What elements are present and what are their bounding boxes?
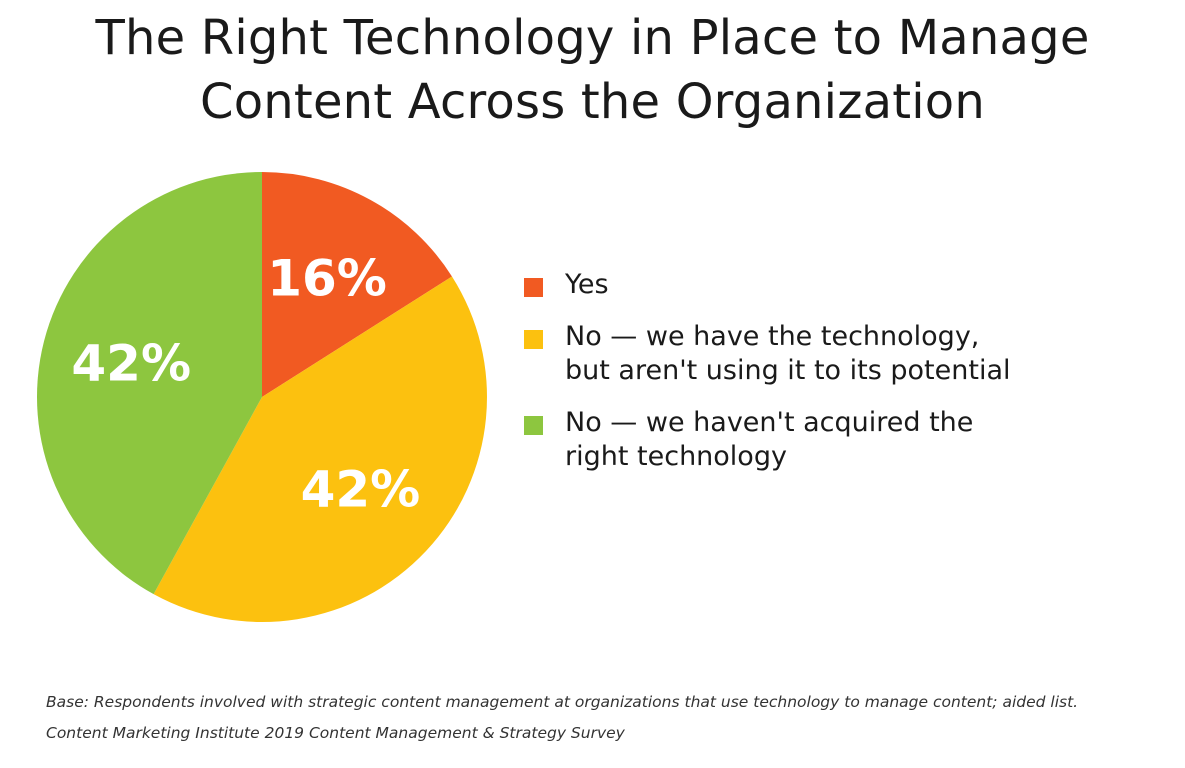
pie-slice-label-2: 42%: [71, 334, 191, 392]
legend-label-1-line-0: No — we have the technology,: [565, 321, 980, 352]
pie-slice-0: [262, 172, 452, 397]
chart-title-line-1: The Right Technology in Place to Manage: [95, 10, 1090, 66]
footnote: Base: Respondents involved with strategi…: [46, 687, 1166, 749]
chart-title-line-2: Content Across the Organization: [200, 74, 985, 130]
legend-label-2-line-1: right technology: [565, 441, 787, 472]
pie-slice-label-0: 16%: [267, 250, 387, 308]
pie-slice-label-1: 42%: [301, 460, 421, 518]
footnote-base-line: Base: Respondents involved with strategi…: [46, 693, 1079, 711]
legend-swatch-1: [524, 330, 543, 349]
legend-swatch-0: [524, 278, 543, 297]
legend-item-1: No — we have the technology, but aren't u…: [524, 320, 1164, 388]
pie-slice-1: [153, 276, 487, 622]
pie-slice-2: [37, 172, 262, 595]
legend-item-2: No — we haven't acquired the right techno…: [524, 406, 1164, 474]
legend-swatch-2: [524, 416, 543, 435]
chart-legend: Yes No — we have the technology, but aren'…: [524, 268, 1164, 492]
chart-title: The Right Technology in Place to Manage …: [0, 6, 1185, 134]
legend-item-0: Yes: [524, 268, 1164, 302]
footnote-source-line: Content Marketing Institute 2019 Content…: [46, 724, 625, 742]
legend-label-2-line-0: No — we haven't acquired the: [565, 407, 974, 438]
legend-label-0-line-0: Yes: [565, 269, 609, 300]
legend-label-1-line-1: but aren't using it to its potential: [565, 355, 1011, 386]
